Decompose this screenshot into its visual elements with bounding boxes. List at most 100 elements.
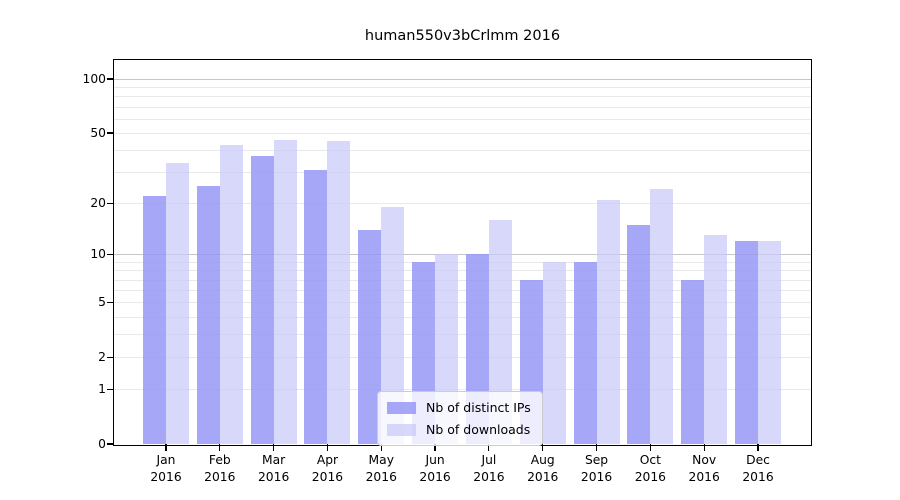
gridline-minor-7 xyxy=(114,279,811,281)
legend: Nb of distinct IPs Nb of downloads xyxy=(377,391,543,446)
gridline-minor-4 xyxy=(114,316,811,318)
gridline-minor-70 xyxy=(114,106,811,108)
x-tick-month: Jan xyxy=(156,453,176,467)
y-tick-mark-50 xyxy=(107,132,114,134)
gridline-minor-1 xyxy=(114,389,811,391)
x-tick-month: Jun xyxy=(425,453,445,467)
x-tick-year: 2016 xyxy=(204,469,236,484)
legend-item-downloads: Nb of downloads xyxy=(387,422,531,437)
bar-distinct-ips-oct-2016 xyxy=(627,224,651,444)
bar-distinct-ips-sep-2016 xyxy=(573,261,597,444)
gridline-minor-8 xyxy=(114,270,811,272)
x-tick-month: May xyxy=(368,453,394,467)
chart-title: human550v3bCrlmm 2016 xyxy=(364,28,561,44)
x-tick-month: Jul xyxy=(481,453,497,467)
x-tick-year: 2016 xyxy=(150,469,182,484)
x-tick-year: 2016 xyxy=(257,469,290,484)
y-tick-mark-100 xyxy=(107,78,114,80)
x-tick-label-2: Feb 2016 xyxy=(190,452,250,485)
legend-label-downloads: Nb of downloads xyxy=(426,422,531,437)
gridlines-layer xyxy=(114,60,811,444)
bar-distinct-ips-dec-2016 xyxy=(735,241,758,444)
gridline-minor-2 xyxy=(114,357,811,359)
x-tick-mark-7 xyxy=(488,444,490,451)
legend-item-distinct-ips: Nb of distinct IPs xyxy=(387,400,531,415)
x-tick-month: Sep xyxy=(584,453,609,467)
y-tick-label-50: 50 xyxy=(90,126,106,141)
gridline-minor-40 xyxy=(114,150,811,152)
y-tick-mark-5 xyxy=(107,301,114,303)
x-tick-label-5: May 2016 xyxy=(351,452,411,485)
bar-downloads-jan-2016 xyxy=(166,162,189,444)
x-tick-mark-6 xyxy=(434,444,436,451)
bar-distinct-ips-may-2016 xyxy=(358,229,382,444)
bar-downloads-mar-2016 xyxy=(273,139,297,444)
bar-downloads-feb-2016 xyxy=(219,144,243,444)
x-tick-year: 2016 xyxy=(580,469,613,484)
x-tick-mark-4 xyxy=(326,444,329,451)
gridline-minor-90 xyxy=(114,87,811,89)
x-tick-year: 2016 xyxy=(365,469,397,484)
y-tick-label-10: 10 xyxy=(90,247,106,262)
bar-downloads-jul-2016 xyxy=(488,219,512,444)
gridline-minor-6 xyxy=(114,290,811,292)
x-tick-month: Dec xyxy=(746,453,770,467)
x-tick-label-7: Jul 2016 xyxy=(459,452,519,485)
x-tick-year: 2016 xyxy=(419,469,451,484)
bar-downloads-dec-2016 xyxy=(758,241,781,444)
y-tick-mark-20 xyxy=(107,202,114,204)
bars-layer xyxy=(114,60,811,444)
y-tick-label-0: 0 xyxy=(98,437,106,451)
x-tick-month: Mar xyxy=(262,453,286,467)
x-tick-label-11: Nov 2016 xyxy=(674,452,734,485)
x-tick-label-6: Jun 2016 xyxy=(405,452,465,485)
x-tick-label-4: Apr 2016 xyxy=(297,452,357,485)
legend-label-distinct-ips: Nb of distinct IPs xyxy=(426,400,531,415)
x-tick-mark-2 xyxy=(219,444,221,451)
gridline-minor-80 xyxy=(114,96,811,98)
gridline-minor-60 xyxy=(114,118,811,120)
gridline-major-100 xyxy=(114,79,811,80)
y-tick-label-20: 20 xyxy=(90,196,106,211)
bar-downloads-may-2016 xyxy=(381,207,405,444)
x-tick-month: Aug xyxy=(530,453,555,467)
x-tick-label-1: Jan 2016 xyxy=(136,452,196,485)
gridline-minor-30 xyxy=(114,172,811,174)
bar-downloads-aug-2016 xyxy=(542,261,566,444)
y-tick-label-2: 2 xyxy=(98,350,106,365)
gridline-minor-5 xyxy=(114,302,811,304)
bar-downloads-sep-2016 xyxy=(596,199,620,444)
gridline-minor-20 xyxy=(114,203,811,205)
bar-distinct-ips-mar-2016 xyxy=(250,156,274,444)
x-tick-label-8: Aug 2016 xyxy=(513,452,573,485)
gridline-minor-50 xyxy=(114,133,811,135)
y-tick-mark-2 xyxy=(107,356,114,358)
x-tick-mark-5 xyxy=(380,444,382,451)
x-tick-month: Oct xyxy=(639,453,661,467)
x-tick-label-3: Mar 2016 xyxy=(244,452,304,485)
bar-downloads-apr-2016 xyxy=(327,141,351,444)
y-tick-label-5: 5 xyxy=(98,295,106,310)
bar-distinct-ips-feb-2016 xyxy=(196,186,220,444)
x-tick-year: 2016 xyxy=(473,469,505,484)
legend-swatch-distinct-ips xyxy=(387,401,416,414)
bar-distinct-ips-jan-2016 xyxy=(143,196,166,444)
x-tick-year: 2016 xyxy=(311,469,344,484)
x-tick-mark-9 xyxy=(595,444,598,451)
gridline-minor-3 xyxy=(114,334,811,336)
x-tick-label-10: Oct 2016 xyxy=(620,452,680,485)
bar-downloads-nov-2016 xyxy=(704,235,728,444)
x-tick-month: Feb xyxy=(208,453,231,467)
x-tick-mark-8 xyxy=(542,444,544,451)
x-tick-mark-11 xyxy=(703,444,705,451)
y-tick-label-1: 1 xyxy=(98,382,106,397)
gridline-minor-9 xyxy=(114,261,811,263)
x-tick-mark-1 xyxy=(165,444,167,451)
y-tick-label-100: 100 xyxy=(82,72,106,86)
x-tick-label-12: Dec 2016 xyxy=(728,452,788,485)
gridline-major-10 xyxy=(114,254,811,256)
y-tick-mark-10 xyxy=(107,253,114,255)
y-tick-mark-0 xyxy=(107,443,114,445)
x-tick-month: Apr xyxy=(316,453,339,467)
